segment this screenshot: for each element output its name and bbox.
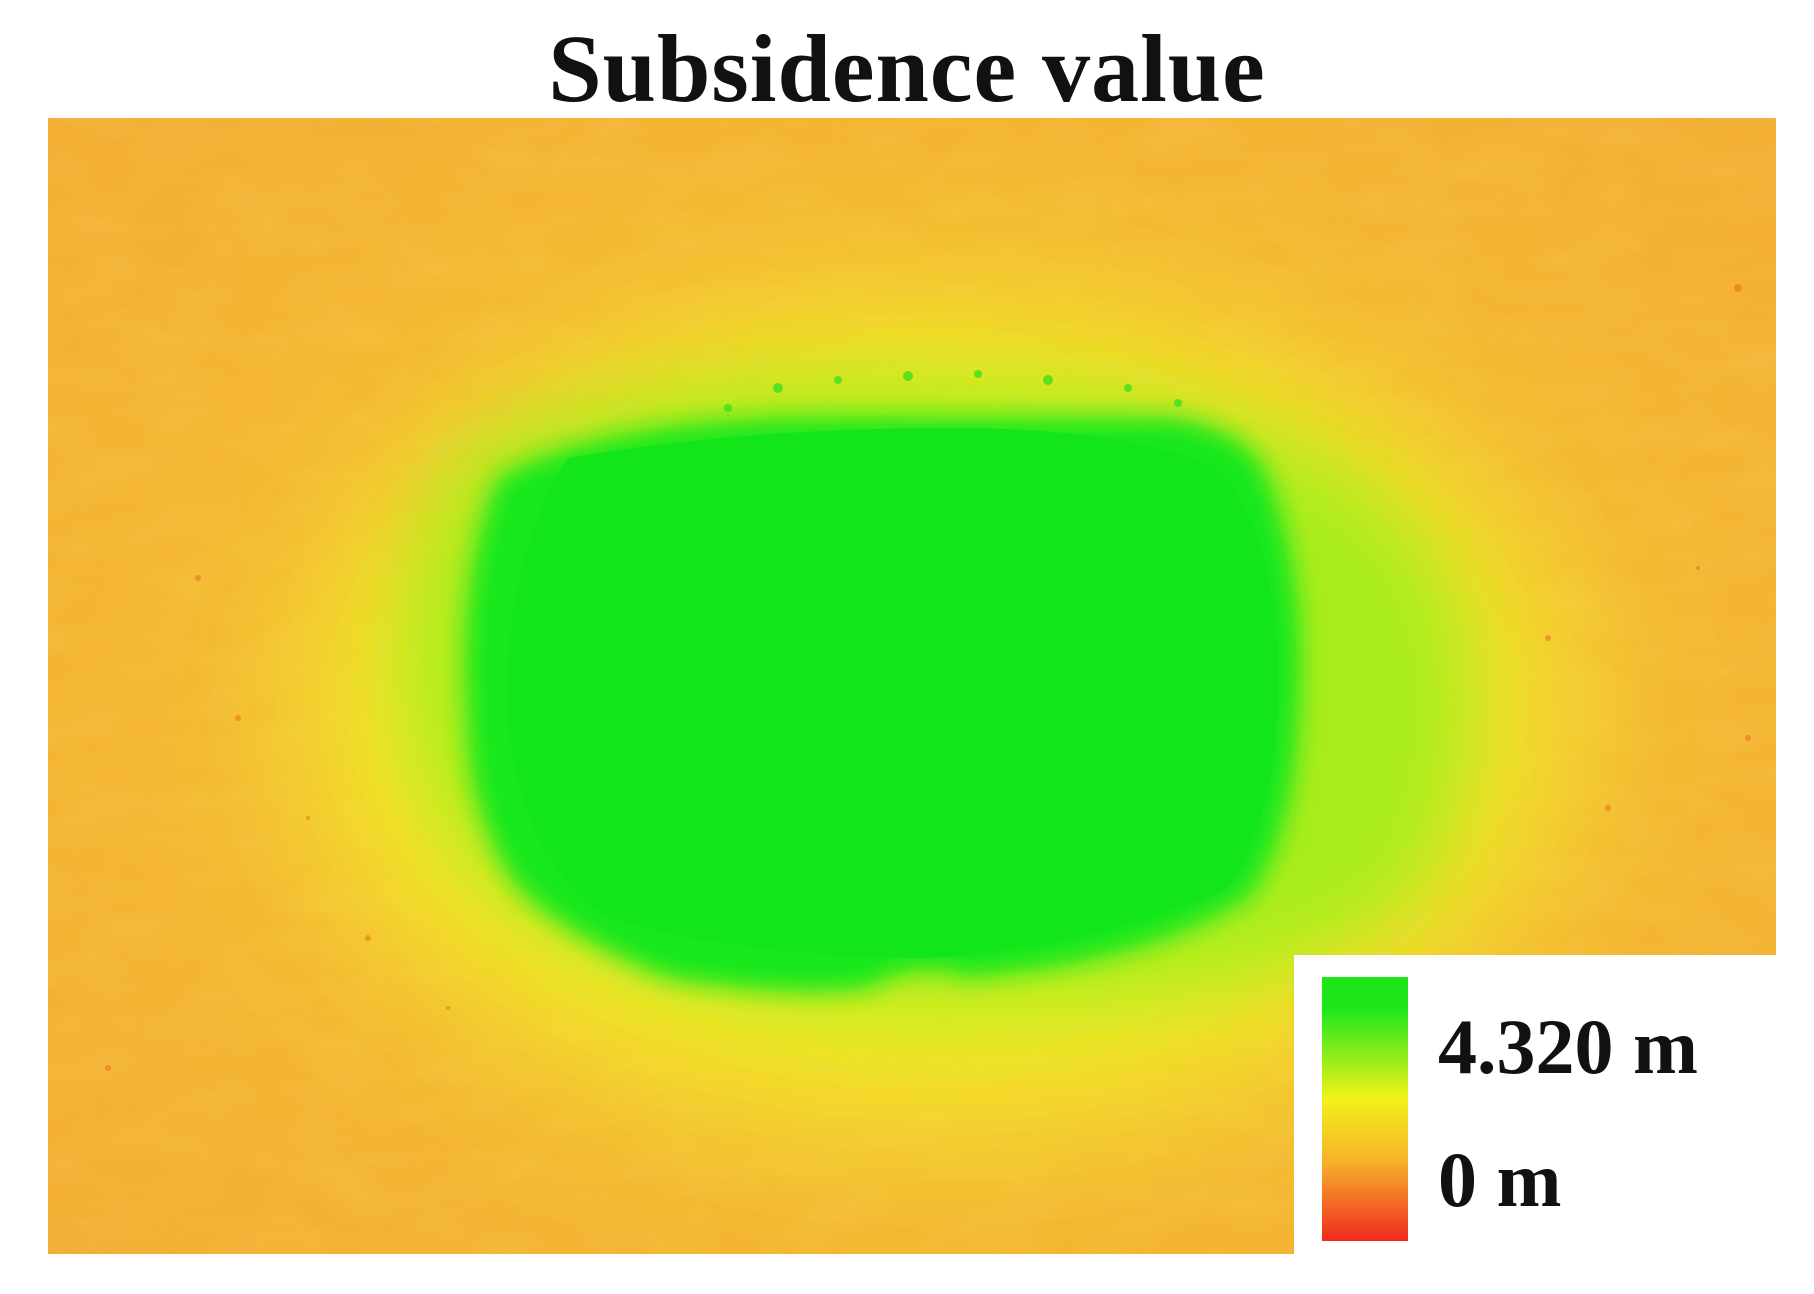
map-title: Subsidence value bbox=[548, 15, 1266, 122]
legend-min-label: 0 m bbox=[1438, 1136, 1562, 1223]
subsidence-basin-core bbox=[507, 428, 1279, 958]
rim-speckles bbox=[724, 370, 1182, 412]
legend-color-bar bbox=[1322, 977, 1408, 1241]
subsidence-map bbox=[48, 118, 1776, 1254]
legend-max-label: 4.320 m bbox=[1438, 1003, 1698, 1090]
noise-speckles bbox=[105, 284, 1751, 1071]
color-legend: 4.320 m 0 m bbox=[1294, 955, 1776, 1254]
subsidence-raster bbox=[48, 118, 1776, 1254]
